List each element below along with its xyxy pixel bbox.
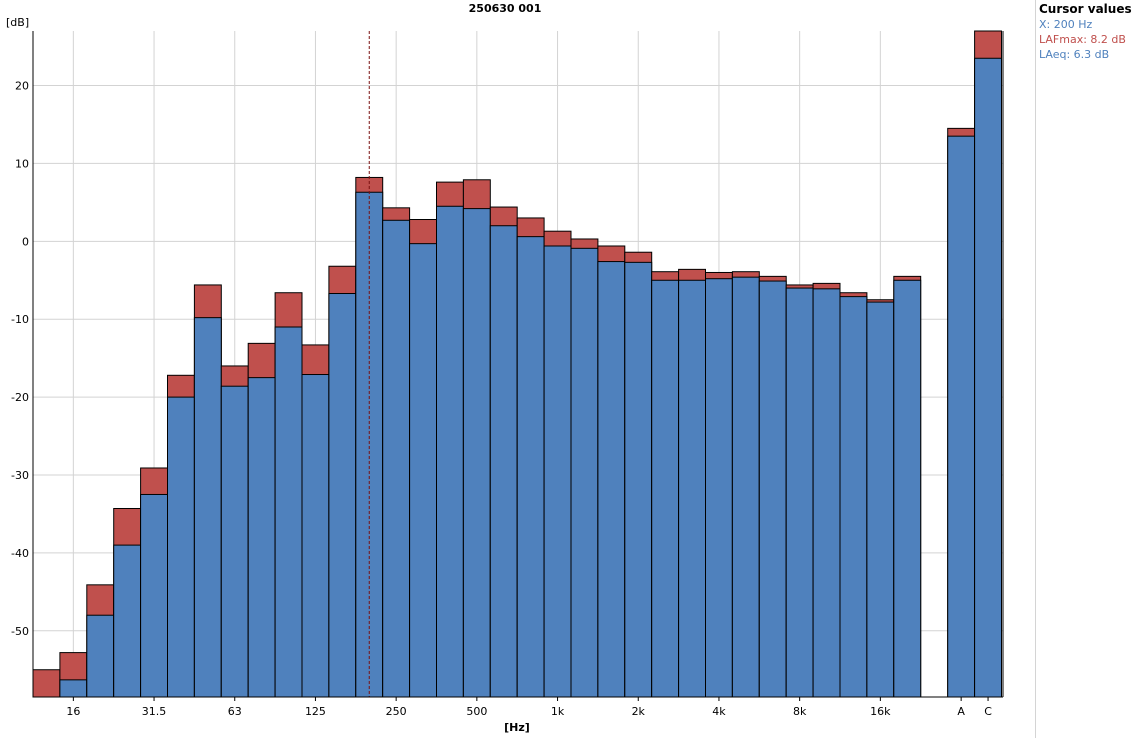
bar-laeq [758,280,787,698]
bar-laeq [731,276,760,698]
bar-laeq [409,243,438,698]
tick-labels: 20 10 0 -10 -20 -30 -40 -50 16 31.5 63 125 250 500 1k 2… [11,80,992,718]
y-tick-label: 0 [22,235,29,248]
bar-laeq [462,208,491,698]
cursor-values-title: Cursor values [1039,2,1132,16]
x-tick-label: 500 [466,705,487,718]
bar-laeq [167,396,195,698]
bar-laeq [328,293,357,698]
x-tick-label: 31.5 [142,705,167,718]
x-tick-label: 1k [551,705,565,718]
bar-laeq [140,493,169,698]
bar-laeq [570,247,599,698]
bar-laeq [543,245,572,698]
bar-lafmax [32,669,61,698]
bar-laeq [866,301,895,698]
bar-laeq [974,57,1002,698]
y-tick-label: -50 [11,625,29,638]
y-tick-label: 20 [15,80,29,93]
x-axis-label: [Hz] [504,721,530,734]
spectrum-chart[interactable]: 20 10 0 -10 -20 -30 -40 -50 16 31.5 63 125 250 500 1k 2… [0,0,1035,738]
bar-laeq [489,225,518,698]
y-tick-label: -30 [11,469,29,482]
bar-laeq [947,135,976,698]
bar-laeq [220,385,249,698]
y-tick-label: -40 [11,547,29,560]
y-axis-label: [dB] [6,16,29,29]
y-tick-label: 10 [15,157,29,170]
bar-laeq [247,377,276,698]
bar-laeq [301,374,330,698]
x-tick-label: A [957,705,965,718]
bar-laeq [193,317,222,698]
x-tick-label: 125 [305,705,326,718]
y-tick-label: -10 [11,313,29,326]
bar-laeq [839,296,868,698]
x-tick-label: 4k [712,705,726,718]
bar-laeq [624,261,653,698]
bar-laeq [274,326,303,698]
chart-title: 250630 001 [469,2,542,15]
x-tick-label: 8k [793,705,807,718]
x-tick-label: 16 [66,705,80,718]
x-tick-label: 63 [228,705,242,718]
cursor-lafmax-value: LAFmax: 8.2 dB [1039,33,1126,46]
bar-laeq [382,219,411,698]
bar-laeq [597,261,626,698]
axes [32,31,1004,701]
bar-laeq [59,679,88,698]
bar-laeq [785,287,814,698]
bar-laeq [651,279,680,698]
y-tick-label: -20 [11,391,29,404]
bar-laeq [678,279,706,698]
x-tick-label: 16k [870,705,891,718]
bar-laeq [893,279,922,698]
bar-laeq [516,236,545,698]
bar-laeq [86,614,115,698]
x-tick-label: 2k [632,705,646,718]
bars [32,30,1002,698]
bar-laeq [436,205,464,698]
x-tick-label: C [984,705,992,718]
bar-laeq [113,544,142,698]
bar-laeq [812,288,841,698]
x-tick-label: 250 [386,705,407,718]
bar-laeq [705,278,733,698]
cursor-x-value: X: 200 Hz [1039,18,1093,31]
cursor-values-panel: Cursor values X: 200 Hz LAFmax: 8.2 dB L… [1035,0,1137,738]
cursor-laeq-value: LAeq: 6.3 dB [1039,48,1110,61]
